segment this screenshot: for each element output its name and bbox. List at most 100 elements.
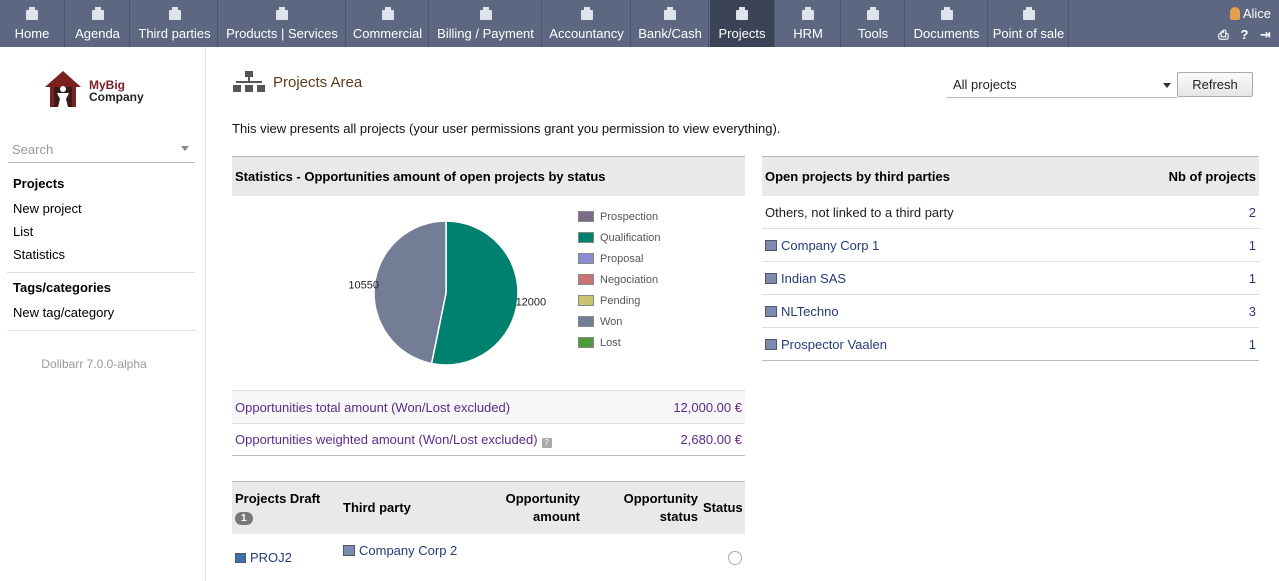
nav-tab-label: HRM	[793, 26, 823, 41]
legend-label: Qualification	[600, 231, 661, 244]
pie-slice-label: 10550	[348, 280, 379, 292]
logo-text-line2: Company	[89, 90, 144, 104]
total-amount-row: Opportunities total amount (Won/Lost exc…	[232, 390, 745, 423]
legend-swatch	[578, 253, 594, 264]
hrm-icon	[800, 7, 816, 21]
nav-tab-point-of-sale[interactable]: Point of sale	[989, 0, 1069, 47]
nav-tab-home[interactable]: Home	[0, 0, 65, 47]
logout-icon[interactable]: ⇥	[1260, 27, 1271, 42]
page-title: Projects Area	[273, 74, 363, 91]
nav-tab-accountancy[interactable]: Accountancy	[543, 0, 631, 47]
thirdparty-table-header: Open projects by third parties Nb of pro…	[762, 156, 1259, 196]
version-text: Dolibarr 7.0.0-alpha	[41, 357, 147, 371]
col-opportunity-status[interactable]: Opportunity status	[623, 491, 698, 524]
nav-tab-label: Home	[14, 26, 50, 41]
nav-tab-projects[interactable]: Projects	[710, 0, 775, 47]
projects-filter-select[interactable]: All projects	[946, 73, 1177, 98]
sidebar-menu-projects: Projects New project List Statistics	[7, 170, 195, 273]
sidebar-head-tags[interactable]: Tags/categories	[13, 280, 112, 295]
col-nb-projects[interactable]: Nb of projects	[1168, 169, 1256, 184]
nav-tab-label: Tools	[857, 26, 889, 41]
projects-hierarchy-icon	[233, 71, 265, 92]
help-icon[interactable]: ?	[541, 437, 552, 448]
nav-tab-label: Products | Services	[226, 26, 338, 41]
draft-count-badge: 1	[235, 512, 253, 525]
nav-tab-label: Commercial	[352, 26, 423, 41]
legend-swatch	[578, 232, 594, 243]
col-opportunity-amount[interactable]: Opportunity amount	[505, 491, 580, 524]
third-party-link[interactable]: Company Corp 2	[359, 543, 458, 558]
nav-tab-third-parties[interactable]: Third parties	[132, 0, 218, 47]
nav-tab-tools[interactable]: Tools	[842, 0, 905, 47]
col-open-projects[interactable]: Open projects by third parties	[765, 169, 950, 184]
pie-slice-qualification	[430, 220, 519, 366]
nb-projects-link[interactable]: 1	[1248, 336, 1256, 352]
nb-projects-link[interactable]: 1	[1248, 237, 1256, 253]
pie-slice-label: 12000	[516, 296, 547, 308]
search-placeholder: Search	[12, 142, 54, 157]
nav-tab-label: Point of sale	[992, 26, 1065, 41]
nav-tab-products-services[interactable]: Products | Services	[219, 0, 346, 47]
nav-tab-agenda[interactable]: Agenda	[66, 0, 130, 47]
table-row: Others, not linked to a third party 2	[762, 196, 1259, 229]
house-logo-icon	[45, 71, 81, 107]
legend-label: Proposal	[600, 252, 644, 265]
main-content: Projects Area All projects Refresh This …	[207, 47, 1279, 581]
refresh-button[interactable]: Refresh	[1177, 72, 1253, 97]
weighted-amount-value: 2,680.00 €	[680, 432, 742, 447]
project-ref-link[interactable]: PROJ2	[250, 550, 292, 565]
sidebar-item-new-tag[interactable]: New tag/category	[13, 305, 115, 320]
nb-projects-link[interactable]: 3	[1248, 303, 1256, 319]
stats-box: Statistics - Opportunities amount of ope…	[232, 156, 745, 456]
legend-item: Proposal	[578, 248, 661, 269]
nav-tab-documents[interactable]: Documents	[906, 0, 988, 47]
company-icon	[765, 305, 777, 317]
table-row: Indian SAS 1	[762, 262, 1259, 295]
sidebar-item-list[interactable]: List	[13, 224, 34, 239]
nb-projects-link[interactable]: 1	[1248, 270, 1256, 286]
sidebar-item-statistics[interactable]: Statistics	[13, 247, 66, 262]
legend-swatch	[578, 337, 594, 348]
total-amount-label: Opportunities total amount (Won/Lost exc…	[235, 399, 511, 415]
third-party-link[interactable]: NLTechno	[781, 303, 839, 319]
third-party-link[interactable]: Indian SAS	[781, 270, 847, 286]
legend-item: Lost	[578, 332, 661, 353]
nav-tab-label: Billing / Payment	[437, 26, 534, 41]
top-menu-bar: Home Agenda Third parties Products | Servic…	[0, 0, 1279, 47]
nav-tab-label: Documents	[913, 26, 980, 41]
legend-item: Pending	[578, 290, 661, 311]
col-third-party[interactable]: Third party	[343, 500, 411, 515]
projects-icon	[734, 7, 750, 21]
nb-projects-link[interactable]: 2	[1248, 204, 1256, 220]
legend-item: Qualification	[578, 227, 661, 248]
chevron-down-icon	[1163, 83, 1171, 88]
table-row: Prospector Vaalen 1	[762, 328, 1259, 361]
pos-icon	[1021, 7, 1037, 21]
nav-tab-label: Agenda	[75, 26, 120, 41]
user-menu[interactable]: Alice	[1229, 6, 1271, 21]
help-icon[interactable]: ?	[1240, 27, 1249, 42]
third-party-link[interactable]: Prospector Vaalen	[781, 336, 887, 352]
documents-icon	[939, 7, 955, 21]
third-party-link[interactable]: Company Corp 1	[781, 237, 880, 253]
stats-title: Statistics - Opportunities amount of ope…	[232, 156, 745, 196]
third-party-name: Others, not linked to a third party	[765, 204, 954, 220]
col-status[interactable]: Status	[703, 500, 743, 515]
nav-tab-commercial[interactable]: Commercial	[347, 0, 429, 47]
sidebar-item-new-project[interactable]: New project	[13, 201, 82, 216]
intro-text: This view presents all projects (your us…	[232, 121, 781, 136]
print-icon[interactable]: ⎙	[1218, 27, 1229, 42]
company-icon	[765, 272, 777, 284]
nav-tab-hrm[interactable]: HRM	[776, 0, 841, 47]
legend-item: Prospection	[578, 206, 661, 227]
company-icon	[343, 545, 355, 556]
search-select[interactable]: Search	[8, 139, 195, 163]
draft-table-header: Projects Draft 1 Third party Opportunity…	[232, 481, 745, 534]
pie-chart: 12000 10550	[348, 220, 547, 366]
col-projects-draft[interactable]: Projects Draft	[235, 491, 321, 506]
nav-tab-bank-cash[interactable]: Bank/Cash	[632, 0, 709, 47]
company-logo[interactable]: MyBig Company	[43, 69, 163, 109]
sidebar-head-projects[interactable]: Projects	[13, 176, 65, 191]
nav-tab-billing-payment[interactable]: Billing / Payment	[430, 0, 542, 47]
pie-slice-won	[373, 220, 447, 365]
